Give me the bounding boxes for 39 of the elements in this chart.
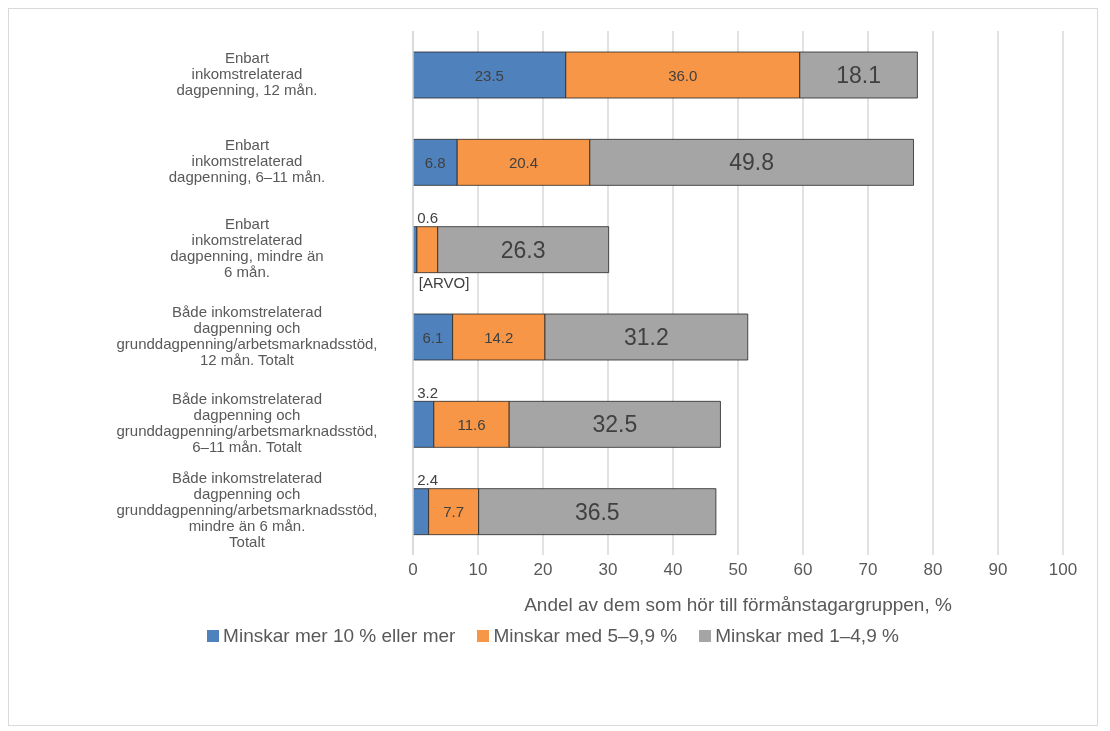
- data-label: 20.4: [508, 153, 539, 171]
- data-label: 6.8: [424, 153, 446, 171]
- data-label: 11.6: [457, 415, 486, 433]
- data-label: 36.5: [574, 498, 620, 525]
- x-tick-label: 60: [793, 560, 813, 580]
- x-tick-label: 70: [858, 560, 878, 580]
- x-tick-label: 20: [533, 560, 553, 580]
- y-tick-label: Enbart inkomstrelaterad dagpenning, mindre än 6 mån.: [170, 215, 324, 281]
- x-tick-label: 0: [408, 560, 418, 580]
- x-tick-label: 10: [468, 560, 488, 580]
- data-label: 31.2: [623, 324, 669, 350]
- y-tick-label: Enbart inkomstrelaterad dagpenning, 6–11 mån.: [168, 135, 326, 185]
- x-tick-label: 40: [663, 560, 683, 580]
- data-label: 7.7: [443, 503, 465, 521]
- data-label: 14.2: [484, 328, 514, 346]
- x-tick-label: 100: [1048, 560, 1078, 580]
- data-label: [ARVO]: [418, 274, 470, 292]
- legend-label: Minskar med 5–9,9 %: [493, 625, 678, 647]
- x-axis-title: Andel av dem som hör till förmånstagargruppen, %: [524, 594, 952, 615]
- y-tick-label: Enbart inkomstrelaterad dagpenning, 12 mån.: [176, 48, 318, 98]
- data-label: 32.5: [592, 411, 638, 438]
- data-label: 2.4: [417, 471, 439, 489]
- x-tick-label: 30: [598, 560, 618, 580]
- data-label: 26.3: [500, 236, 546, 263]
- x-tick-label: 90: [988, 560, 1008, 580]
- data-label: 3.2: [417, 383, 439, 401]
- data-label: 0.6: [417, 209, 439, 227]
- x-tick-label: 50: [728, 560, 748, 580]
- y-tick-label: Både inkomstrelaterad dagpenning och grunddagpenning/arbetsmarknadsstöd, 12 mån. Totalt: [116, 302, 378, 368]
- data-label: 18.1: [836, 62, 881, 88]
- legend-label: Minskar med 1–4,9 %: [715, 625, 899, 647]
- data-label: 49.8: [729, 149, 775, 176]
- legend-label: Minskar mer 10 % eller mer: [223, 625, 456, 647]
- data-label: 36.0: [668, 66, 698, 84]
- data-label: 23.5: [474, 66, 504, 84]
- y-tick-label: Både inkomstrelaterad dagpenning och grunddagpenning/arbetsmarknadsstöd, mindre än 6 mån. Totalt: [116, 469, 378, 551]
- data-label: 6.1: [422, 328, 444, 346]
- y-tick-label: Både inkomstrelaterad dagpenning och grunddagpenning/arbetsmarknadsstöd, 6–11 mån. Totalt: [116, 389, 378, 455]
- x-tick-label: 80: [923, 560, 943, 580]
